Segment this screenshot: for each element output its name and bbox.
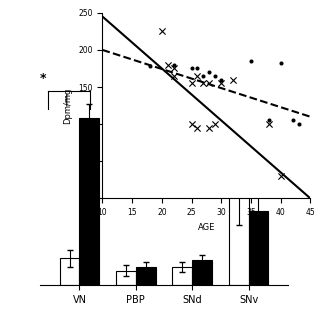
Point bbox=[213, 73, 218, 78]
Point bbox=[266, 118, 271, 123]
Bar bbox=[192, 260, 212, 285]
Point bbox=[171, 73, 176, 78]
Point bbox=[195, 73, 200, 78]
Point bbox=[189, 66, 194, 71]
Point bbox=[165, 62, 170, 67]
Point bbox=[213, 122, 218, 127]
Point bbox=[207, 125, 212, 131]
Point bbox=[207, 70, 212, 75]
Point bbox=[195, 66, 200, 71]
Point bbox=[231, 77, 236, 82]
Bar bbox=[229, 193, 249, 285]
Point bbox=[159, 29, 164, 34]
Point bbox=[207, 81, 212, 86]
Bar bbox=[116, 271, 136, 285]
Point bbox=[148, 64, 153, 69]
Point bbox=[189, 81, 194, 86]
Y-axis label: Dpm/mg: Dpm/mg bbox=[64, 87, 73, 124]
Bar bbox=[172, 267, 192, 285]
Point bbox=[219, 77, 224, 82]
Text: *: * bbox=[40, 72, 46, 85]
Point bbox=[171, 62, 176, 67]
Bar bbox=[79, 117, 99, 285]
Point bbox=[248, 59, 253, 64]
Point bbox=[189, 122, 194, 127]
Point bbox=[219, 81, 224, 86]
Bar bbox=[136, 267, 156, 285]
Bar bbox=[60, 259, 79, 285]
Point bbox=[278, 173, 283, 179]
X-axis label: AGE: AGE bbox=[198, 223, 215, 232]
Point bbox=[201, 73, 206, 78]
Point bbox=[266, 122, 271, 127]
Point bbox=[195, 125, 200, 131]
Point bbox=[171, 66, 176, 71]
Bar bbox=[249, 211, 268, 285]
Point bbox=[296, 122, 301, 127]
Point bbox=[278, 60, 283, 65]
Point bbox=[290, 118, 295, 123]
Point bbox=[201, 81, 206, 86]
